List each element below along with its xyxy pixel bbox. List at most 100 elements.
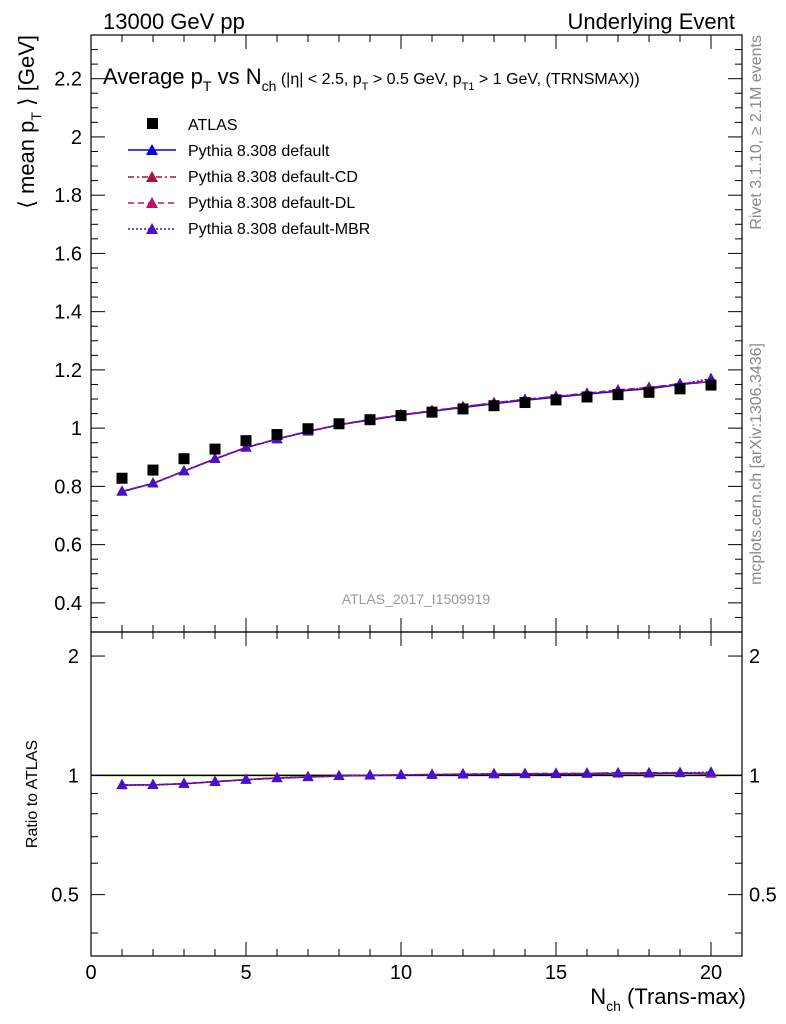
- series-line-3: [121, 377, 712, 493]
- legend-marker-atlas: [147, 118, 158, 129]
- ratio-marker-3: [457, 768, 469, 779]
- atlas-data-point: [705, 379, 717, 391]
- atlas-data-point: [302, 423, 314, 435]
- ratio-marker-3: [612, 767, 624, 778]
- atlas-data-point: [364, 414, 376, 426]
- x-tick-label: 10: [390, 962, 412, 984]
- ratio-marker-3: [333, 770, 345, 781]
- ratio-marker-3: [395, 768, 407, 779]
- atlas-data-point: [612, 389, 624, 401]
- atlas-data-point: [271, 429, 283, 441]
- ratio-plot-frame: [90, 631, 743, 957]
- legend-label-atlas: ATLAS: [188, 117, 238, 134]
- ratio-marker-3: [364, 769, 376, 780]
- atlas-data-point: [674, 383, 686, 395]
- ratio-tick-label-right: 2: [749, 646, 760, 668]
- series-marker-3: [116, 485, 128, 496]
- plot-title: Average pT vs Nch (|η| < 2.5, pT > 0.5 G…: [103, 64, 640, 94]
- ratio-tick-label-right: 0.5: [749, 885, 777, 907]
- legend-label-cd: Pythia 8.308 default-CD: [188, 169, 358, 186]
- title-main-b: vs N: [211, 64, 261, 89]
- ratio-marker-3: [116, 779, 128, 790]
- ratio-marker-3: [147, 778, 159, 789]
- x-tick-label: 5: [240, 962, 251, 984]
- series-marker-3: [240, 441, 252, 452]
- ratio-tick-label: 2: [68, 646, 79, 668]
- header-right: Underlying Event: [567, 9, 735, 34]
- atlas-data-point: [643, 386, 655, 398]
- ratio-marker-3: [581, 767, 593, 778]
- ratio-marker-3: [271, 772, 283, 783]
- y-axis-label-post: ⟩ [GeV]: [14, 35, 39, 112]
- title-cuts-a-sub: T: [362, 81, 369, 93]
- ratio-axis-label: Ratio to ATLAS: [24, 740, 41, 848]
- x-tick-label: 15: [545, 962, 567, 984]
- ratio-tick-label: 1: [68, 765, 79, 787]
- x-axis-label-pre: N: [590, 984, 606, 1009]
- y-tick-label: 0.4: [54, 593, 82, 615]
- y-tick-label: 1.4: [54, 302, 82, 324]
- ratio-marker-3: [643, 767, 655, 778]
- title-cuts-b: > 0.5 GeV, p: [368, 71, 461, 88]
- ratio-tick-label-right: 1: [749, 765, 760, 787]
- legend-marker-cd: [146, 171, 158, 182]
- y-axis-label-pre: ⟨ mean p: [14, 121, 39, 209]
- y-tick-label: 1.6: [54, 243, 82, 265]
- atlas-data-point: [116, 472, 128, 484]
- ratio-marker-3: [178, 777, 190, 788]
- atlas-data-point: [519, 397, 531, 409]
- ratio-marker-3: [705, 766, 717, 777]
- y-tick-label: 1.2: [54, 360, 82, 382]
- title-main-a-sub: T: [203, 78, 212, 94]
- y-axis-label: ⟨ mean pT ⟩ [GeV]: [14, 35, 44, 209]
- atlas-data-point: [147, 464, 159, 476]
- series-marker-3: [178, 465, 190, 476]
- ratio-marker-3: [674, 766, 686, 777]
- legend-marker-dl: [146, 197, 158, 208]
- atlas-data-point: [240, 435, 252, 447]
- atlas-data-point: [426, 406, 438, 418]
- x-axis-label-post: (Trans-max): [621, 984, 746, 1009]
- y-tick-label: 2: [71, 127, 82, 149]
- plot-layer: 0 5 10 15 20 0.4 0.6 0.8 1 1.2 1.4 1.6 1.8 2 2.2 0.5 0.5…: [51, 34, 777, 984]
- ratio-marker-3: [519, 767, 531, 778]
- title-cuts-c: > 1 GeV, (TRNSMAX)): [474, 71, 639, 88]
- ratio-marker-3: [240, 773, 252, 784]
- y-tick-label: 2.2: [54, 69, 82, 91]
- y-tick-label: 1: [71, 418, 82, 440]
- atlas-data-point: [457, 403, 469, 415]
- ratio-marker-3: [488, 768, 500, 779]
- ratio-marker-3: [209, 775, 221, 786]
- y-tick-label: 1.8: [54, 185, 82, 207]
- x-axis-label-sub: ch: [606, 998, 621, 1014]
- legend-marker-default: [146, 144, 158, 155]
- atlas-data-point: [581, 391, 593, 403]
- ratio-marker-3: [550, 767, 562, 778]
- title-cuts-b-sub: T1: [462, 81, 475, 93]
- header-left: 13000 GeV pp: [103, 9, 245, 34]
- atlas-data-point: [488, 400, 500, 412]
- legend: ATLAS Pythia 8.308 default Pythia 8.308 …: [128, 117, 370, 238]
- y-axis-label-sub: T: [28, 112, 44, 121]
- ratio-line-2: [122, 771, 712, 786]
- x-tick-label: 0: [85, 962, 96, 984]
- mcplots-reference-text: mcplots.cern.ch [arXiv:1306.3436]: [748, 343, 765, 585]
- ratio-marker-3: [426, 768, 438, 779]
- legend-marker-mbr: [146, 223, 158, 234]
- title-main-a: Average p: [103, 64, 203, 89]
- y-tick-label: 0.8: [54, 476, 82, 498]
- title-main-b-sub: ch: [262, 78, 277, 94]
- ratio-tick-label: 0.5: [51, 885, 79, 907]
- series-marker-3: [209, 453, 221, 464]
- legend-label-default: Pythia 8.308 default: [188, 143, 330, 160]
- atlas-data-point: [333, 418, 345, 430]
- legend-label-mbr: Pythia 8.308 default-MBR: [188, 221, 370, 238]
- atlas-data-point: [178, 453, 190, 465]
- rivet-version-text: Rivet 3.1.10, ≥ 2.1M events: [748, 35, 765, 230]
- x-tick-label: 20: [700, 962, 722, 984]
- analysis-watermark: ATLAS_2017_I1509919: [342, 591, 491, 607]
- x-axis-label: Nch (Trans-max): [590, 984, 746, 1014]
- y-tick-label: 0.6: [54, 535, 82, 557]
- series-marker-3: [147, 477, 159, 488]
